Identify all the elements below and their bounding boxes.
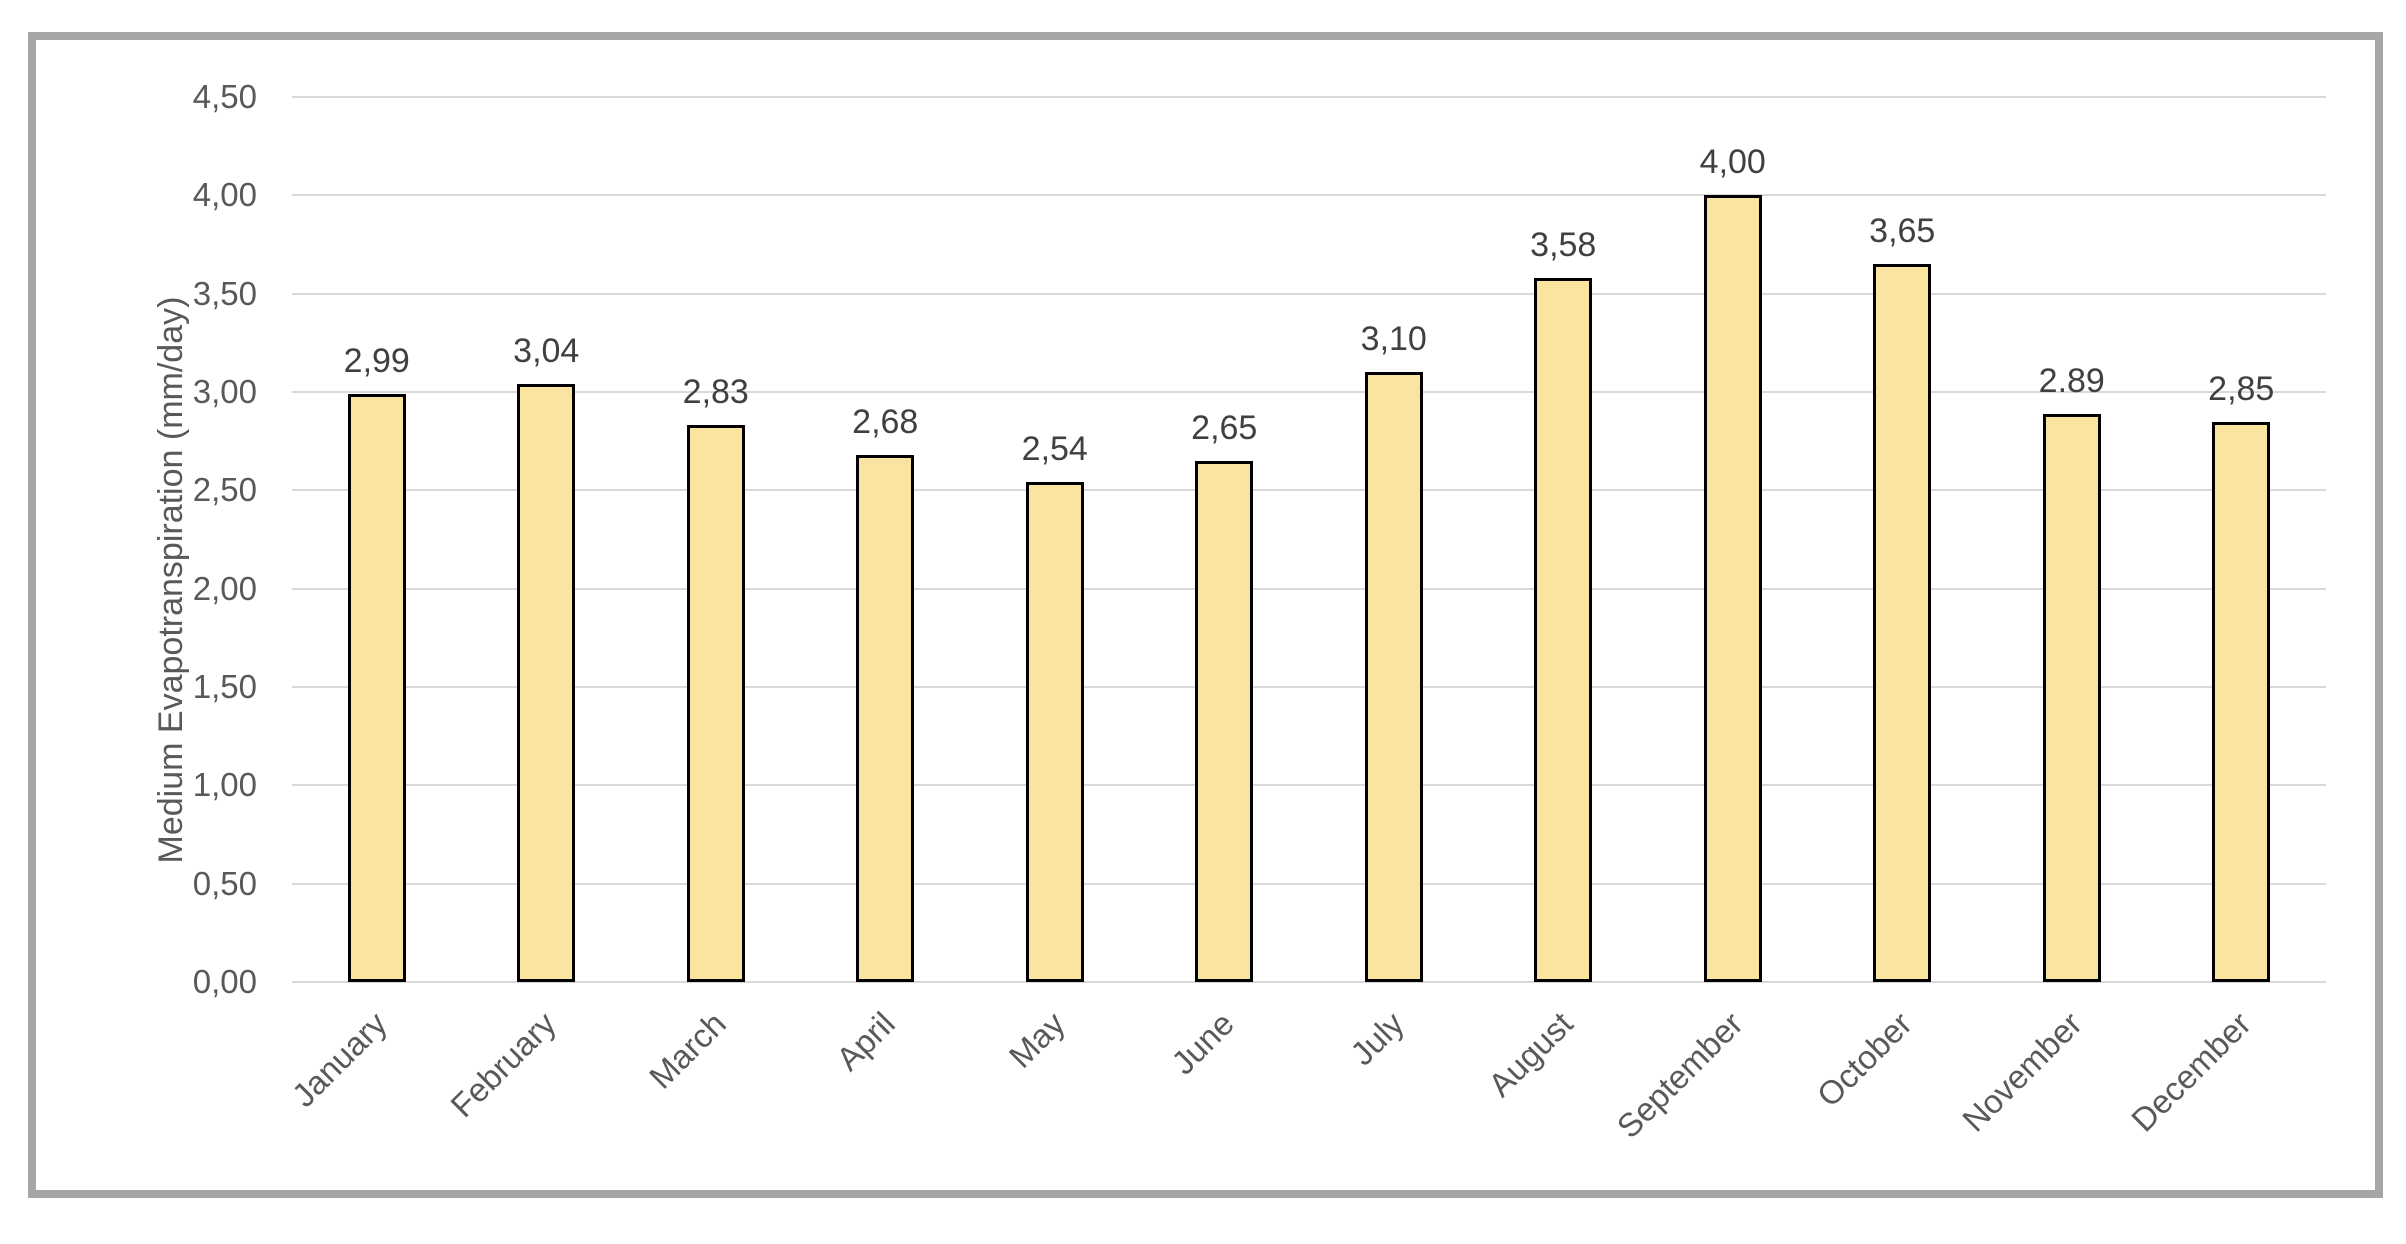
gridline bbox=[292, 686, 2326, 688]
bar-value-label-february: 3,04 bbox=[513, 332, 580, 371]
plot-area: 0,00 0,50 1,00 1,50 2,00 2,50 3,00 3,50 4,00 4,50… bbox=[193, 78, 2326, 1145]
bar-june bbox=[1195, 460, 1254, 982]
y-axis-tick-label: 1,50 bbox=[192, 668, 257, 705]
bar-april bbox=[856, 454, 915, 982]
bar-february bbox=[517, 384, 576, 982]
y-axis-tick-label: 0,50 bbox=[192, 864, 257, 902]
y-axis-tick-label: 1,00 bbox=[192, 766, 257, 804]
bar-value-label-july: 3,10 bbox=[1360, 320, 1427, 359]
bar-value-label-august: 3,58 bbox=[1530, 225, 1597, 264]
y-axis-tick-label: 0,00 bbox=[192, 963, 257, 1000]
bar-value-label-march: 2,83 bbox=[682, 373, 749, 412]
bar-december bbox=[2212, 421, 2271, 982]
gridline bbox=[292, 882, 2326, 885]
bar-august bbox=[1534, 277, 1593, 982]
bar-january bbox=[347, 393, 406, 982]
y-axis-tick-label: 2,50 bbox=[192, 471, 257, 509]
gridline bbox=[292, 292, 2326, 295]
bar-value-label-december: 2,85 bbox=[2208, 369, 2275, 408]
bar-november bbox=[2042, 413, 2101, 982]
y-axis-tick-label: 2,00 bbox=[192, 569, 257, 607]
bar-october bbox=[1873, 264, 1932, 982]
bar-july bbox=[1364, 372, 1423, 982]
gridline bbox=[292, 587, 2326, 590]
y-axis-tick-label: 3,50 bbox=[192, 274, 257, 312]
bar-value-label-january: 2,99 bbox=[343, 341, 410, 380]
bar-value-label-may: 2,54 bbox=[1021, 430, 1088, 469]
bar-may bbox=[1025, 482, 1084, 982]
bar-value-label-november: 2.89 bbox=[2038, 361, 2105, 400]
bar-march bbox=[686, 425, 745, 982]
gridline bbox=[292, 96, 2326, 98]
bar-value-label-september: 4,00 bbox=[1699, 143, 1766, 182]
gridline bbox=[292, 784, 2326, 787]
gridline bbox=[292, 194, 2326, 197]
bar-value-label-june: 2,65 bbox=[1191, 408, 1258, 447]
bar-september bbox=[1703, 195, 1762, 982]
bar-value-label-april: 2,68 bbox=[852, 402, 919, 441]
y-axis-tick-label: 4,50 bbox=[192, 78, 257, 115]
gridline bbox=[292, 489, 2326, 492]
gridline bbox=[292, 391, 2326, 393]
gridline bbox=[292, 981, 2326, 983]
bar-value-label-october: 3,65 bbox=[1869, 212, 1936, 251]
y-axis-tick-label: 3,00 bbox=[192, 373, 257, 410]
chart-frame: Medium Evapotranspiration (mm/day) 0,00 0… bbox=[28, 32, 2383, 1198]
y-axis-tick-label: 4,00 bbox=[192, 176, 257, 214]
